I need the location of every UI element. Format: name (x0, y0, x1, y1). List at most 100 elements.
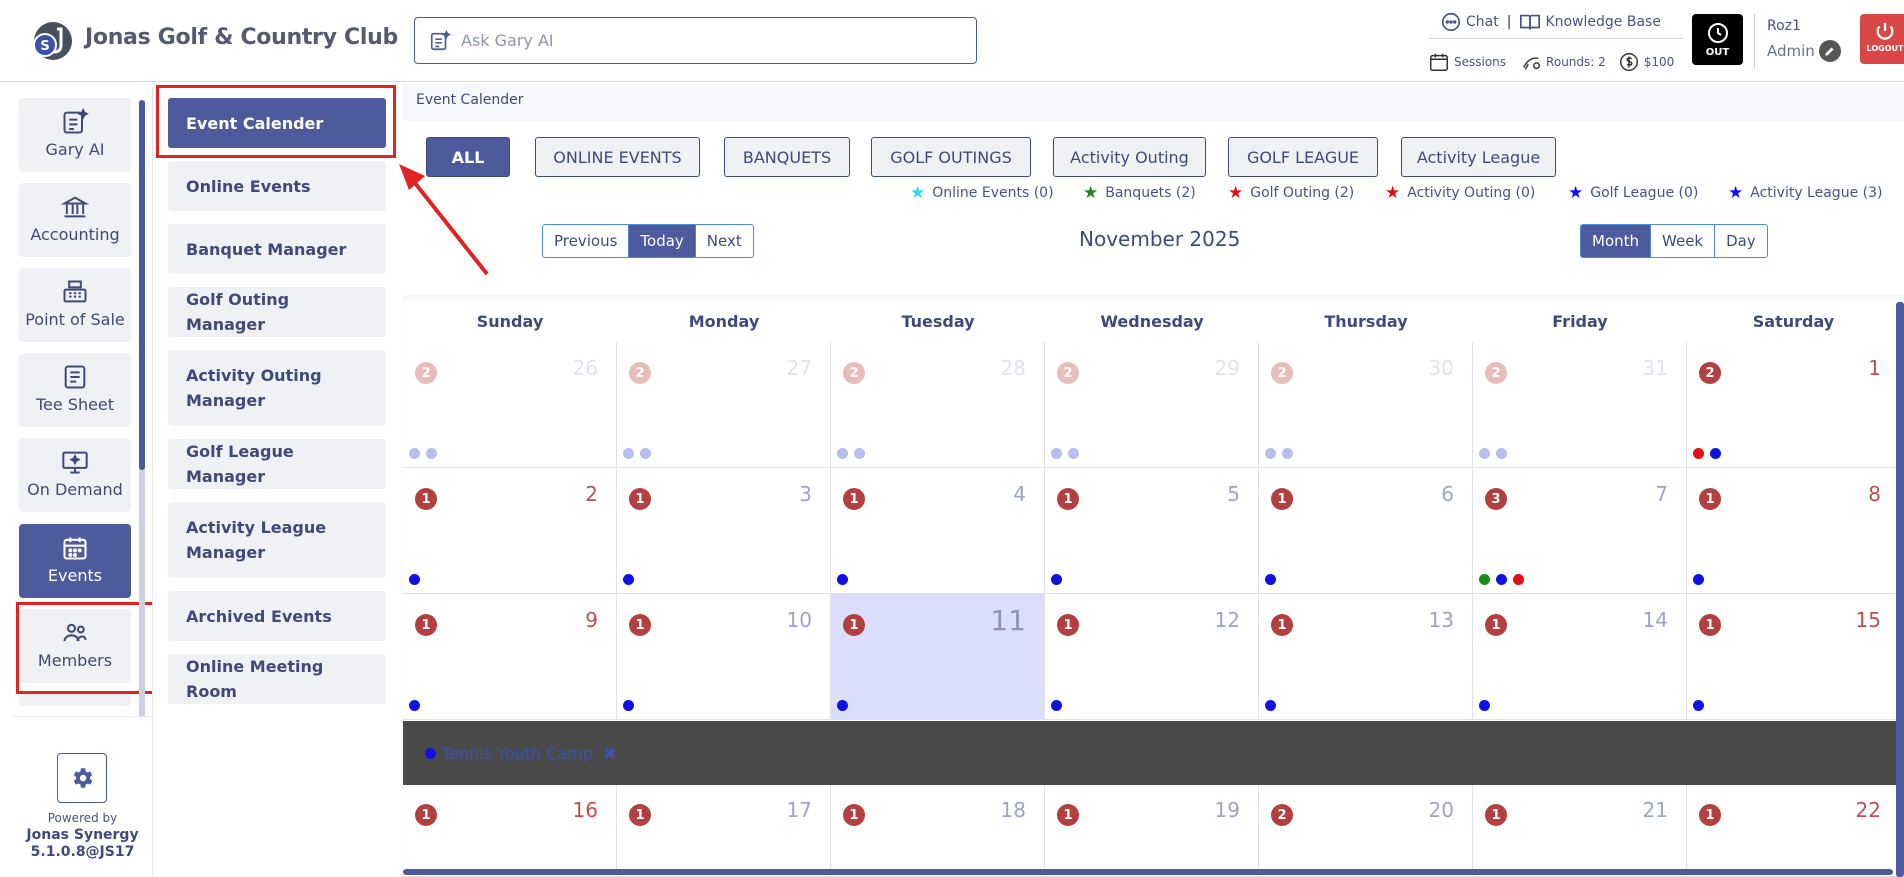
calendar-day[interactable]: 1 22 (1687, 784, 1900, 877)
month-view-button[interactable]: Month (1581, 225, 1652, 257)
filter-activity-league-button[interactable]: Activity League (1401, 137, 1556, 177)
event-count-badge[interactable]: 1 (415, 614, 437, 636)
event-dot[interactable] (409, 574, 420, 585)
event-count-badge[interactable]: 3 (1485, 488, 1507, 510)
submenu-archived-events[interactable]: Archived Events (168, 591, 386, 641)
event-count-badge[interactable]: 1 (843, 804, 865, 826)
filter-all-button[interactable]: ALL (426, 137, 510, 177)
submenu-activity-outing-manager[interactable]: Activity Outing Manager (168, 350, 386, 426)
event-dot[interactable] (1265, 448, 1276, 459)
calendar-day[interactable]: 2 26 (403, 342, 617, 468)
event-count-badge[interactable]: 2 (1057, 362, 1079, 384)
calendar-day[interactable]: 1 15 (1687, 594, 1900, 720)
calendar-day[interactable]: 1 18 (831, 784, 1045, 877)
event-count-badge[interactable]: 1 (629, 804, 651, 826)
event-dot[interactable] (1513, 574, 1524, 585)
event-count-badge[interactable]: 1 (1485, 614, 1507, 636)
event-count-badge[interactable]: 1 (1271, 614, 1293, 636)
event-count-badge[interactable]: 1 (843, 488, 865, 510)
calendar-day[interactable]: 2 20 (1259, 784, 1473, 877)
previous-button[interactable]: Previous (543, 225, 630, 257)
event-dot[interactable] (623, 448, 634, 459)
event-count-badge[interactable]: 2 (1271, 804, 1293, 826)
week-view-button[interactable]: Week (1651, 225, 1716, 257)
event-count-badge[interactable]: 1 (843, 614, 865, 636)
rail-scrollbar-thumb[interactable] (139, 100, 145, 470)
settings-button[interactable] (57, 753, 107, 803)
chat-link[interactable]: Chat (1466, 14, 1499, 30)
knowledge-base-link[interactable]: Knowledge Base (1545, 14, 1661, 30)
event-dot[interactable] (1496, 574, 1507, 585)
event-dot[interactable] (1479, 448, 1490, 459)
event-count-badge[interactable]: 2 (843, 362, 865, 384)
submenu-event-calender[interactable]: Event Calender (168, 98, 386, 148)
filter-banquets-button[interactable]: BANQUETS (724, 137, 850, 177)
calendar-day[interactable]: 1 19 (1045, 784, 1259, 877)
event-dot[interactable] (1496, 448, 1507, 459)
event-dot[interactable] (854, 448, 865, 459)
clock-out-button[interactable]: OUT (1692, 14, 1743, 65)
calendar-day[interactable]: 2 29 (1045, 342, 1259, 468)
event-dot[interactable] (837, 700, 848, 711)
calendar-day[interactable]: 2 30 (1259, 342, 1473, 468)
event-count-badge[interactable]: 1 (1699, 614, 1721, 636)
event-count-badge[interactable]: 1 (1057, 488, 1079, 510)
event-dot[interactable] (837, 448, 848, 459)
event-dot[interactable] (1710, 448, 1721, 459)
calendar-day[interactable]: 2 27 (617, 342, 831, 468)
event-dot[interactable] (1051, 700, 1062, 711)
calendar-day-today[interactable]: 1 11 (831, 594, 1045, 720)
rail-item-accounting[interactable]: Accounting (19, 183, 131, 257)
submenu-online-events[interactable]: Online Events (168, 161, 386, 211)
event-dot[interactable] (623, 574, 634, 585)
rail-item-tee-sheet[interactable]: Tee Sheet (19, 353, 131, 427)
event-dot[interactable] (1265, 700, 1276, 711)
event-dot[interactable] (1479, 700, 1490, 711)
event-dot[interactable] (837, 574, 848, 585)
event-count-badge[interactable]: 1 (1057, 804, 1079, 826)
event-dot[interactable] (1282, 448, 1293, 459)
day-view-button[interactable]: Day (1726, 232, 1756, 250)
sessions-link[interactable]: Sessions (1454, 55, 1507, 69)
calendar-day[interactable]: 1 10 (617, 594, 831, 720)
event-title-link[interactable]: Tennis Youth Camp (442, 743, 593, 763)
ask-gary-ai-box[interactable] (414, 17, 977, 64)
today-button[interactable]: Today (629, 225, 696, 257)
filter-online-events-button[interactable]: ONLINE EVENTS (535, 137, 700, 177)
calendar-day[interactable]: 2 28 (831, 342, 1045, 468)
logout-button[interactable]: LOGOUT (1860, 14, 1904, 64)
event-count-badge[interactable]: 1 (415, 804, 437, 826)
event-dot[interactable] (409, 700, 420, 711)
event-dot[interactable] (623, 700, 634, 711)
event-count-badge[interactable]: 2 (629, 362, 651, 384)
rail-item-members[interactable]: Members (19, 609, 131, 683)
close-icon[interactable]: ✖ (602, 743, 617, 763)
event-count-badge[interactable]: 1 (1699, 488, 1721, 510)
calendar-day[interactable]: 1 21 (1473, 784, 1687, 877)
event-count-badge[interactable]: 2 (415, 362, 437, 384)
event-dot[interactable] (1479, 574, 1490, 585)
event-count-badge[interactable]: 1 (1699, 804, 1721, 826)
calendar-day[interactable]: 2 31 (1473, 342, 1687, 468)
event-count-badge[interactable]: 1 (629, 614, 651, 636)
event-count-badge[interactable]: 1 (629, 488, 651, 510)
event-dot[interactable] (640, 448, 651, 459)
event-count-badge[interactable]: 2 (1485, 362, 1507, 384)
submenu-golf-outing-manager[interactable]: Golf Outing Manager (168, 287, 386, 337)
event-dot[interactable] (1265, 574, 1276, 585)
event-dot[interactable] (1051, 448, 1062, 459)
calendar-day[interactable]: 1 13 (1259, 594, 1473, 720)
event-count-badge[interactable]: 1 (415, 488, 437, 510)
rail-item-events[interactable]: Events (19, 524, 131, 598)
event-dot[interactable] (1693, 700, 1704, 711)
event-dot[interactable] (426, 448, 437, 459)
calendar-day[interactable]: 1 16 (403, 784, 617, 877)
event-dot[interactable] (1051, 574, 1062, 585)
rail-item-partial[interactable] (19, 694, 131, 706)
submenu-online-meeting-room[interactable]: Online Meeting Room (168, 654, 386, 704)
